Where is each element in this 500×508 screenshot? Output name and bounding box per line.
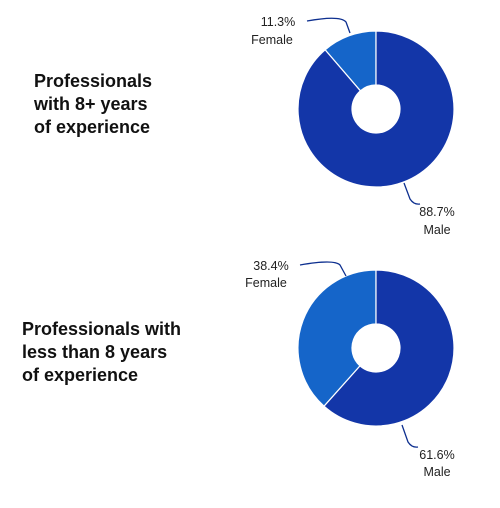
slice-male	[323, 269, 455, 427]
chart-2-title: Professionals with less than 8 years of …	[22, 318, 181, 387]
leader-line-male	[403, 182, 421, 205]
chart-1-title-line: Professionals	[34, 71, 153, 91]
leader-line-female	[299, 261, 347, 277]
chart-1-title-line: with 8+ years	[34, 94, 148, 114]
slice-female	[297, 269, 377, 408]
leader-line-male	[401, 424, 419, 448]
slice-value-female: 38.4%	[253, 259, 288, 273]
chart-2-title-line: of experience	[22, 365, 139, 385]
chart-2-title-line: less than 8 years	[22, 342, 168, 362]
donut-chart-1: 11.3% Female 88.7% Male	[251, 15, 455, 237]
slice-value-female: 11.3%	[261, 15, 296, 29]
chart-1-title-line: of experience	[34, 117, 151, 137]
slice-name-male: Male	[423, 223, 450, 237]
chart-1-title: Professionals with 8+ years of experienc…	[34, 70, 152, 139]
slice-name-female: Female	[245, 276, 287, 290]
chart-2-title-line: Professionals with	[22, 319, 182, 339]
slice-name-male: Male	[423, 465, 450, 479]
slice-name-female: Female	[251, 33, 293, 47]
donut-chart-2: 38.4% Female 61.6% Male	[245, 259, 455, 479]
slice-value-male: 61.6%	[419, 448, 454, 462]
slice-value-male: 88.7%	[419, 205, 454, 219]
slice-male	[297, 30, 455, 188]
leader-line-female	[306, 17, 351, 34]
